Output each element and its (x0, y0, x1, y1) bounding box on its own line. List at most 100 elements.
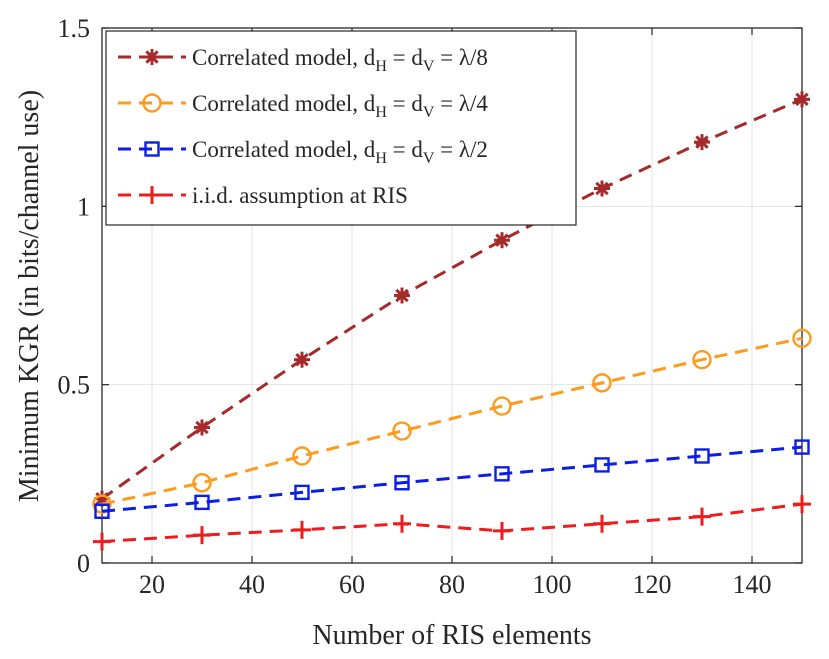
legend-label: Correlated model, dH = dV = λ/8 (192, 45, 488, 75)
plus-marker (693, 507, 711, 526)
data-point (192, 473, 212, 493)
data-point (493, 521, 511, 540)
series-1 (94, 91, 810, 507)
y-axis-ticks: 0 0.5 1 1.5 (58, 14, 802, 578)
plus-marker (193, 526, 211, 545)
asterisk-stroke (145, 50, 159, 64)
data-point (793, 495, 811, 514)
legend-label: Correlated model, dH = dV = λ/2 (192, 137, 488, 167)
series-line (101, 502, 803, 544)
y-tick-label: 0 (77, 549, 90, 578)
circle-marker (492, 396, 512, 416)
series-line (101, 97, 803, 501)
data-point (194, 419, 210, 436)
data-point (394, 475, 410, 491)
data-point (794, 91, 810, 108)
x-tick-label: 60 (339, 570, 365, 599)
data-point (193, 526, 211, 545)
legend-entry: i.i.d. assumption at RIS (118, 183, 408, 208)
x-tick-label: 140 (733, 570, 772, 599)
data-point (494, 232, 510, 249)
asterisk-stroke (795, 92, 809, 107)
data-point (492, 396, 512, 416)
asterisk-stroke (395, 288, 409, 303)
square-marker (94, 503, 110, 519)
square-marker (494, 466, 510, 482)
y-tick-label: 1 (77, 192, 90, 221)
circle-marker (142, 93, 162, 113)
square-marker (594, 457, 610, 473)
asterisk-stroke (95, 492, 109, 506)
x-axis-label: Number of RIS elements (312, 620, 591, 651)
data-point (594, 180, 610, 197)
asterisk-marker (394, 287, 410, 304)
circle-marker (92, 494, 112, 514)
x-tick-label: 80 (439, 570, 465, 599)
asterisk-marker (294, 351, 310, 368)
square-marker (394, 475, 410, 491)
data-point (792, 328, 812, 348)
series-3 (94, 439, 810, 519)
legend-label: Correlated model, dH = dV = λ/4 (192, 91, 488, 121)
x-tick-label: 40 (239, 570, 265, 599)
square-marker (144, 141, 160, 157)
square-marker (794, 439, 810, 455)
x-tick-label: 120 (633, 570, 672, 599)
data-point (392, 421, 412, 441)
asterisk-stroke (195, 420, 209, 435)
data-point (693, 507, 711, 526)
asterisk-stroke (595, 181, 609, 196)
data-point (93, 532, 111, 551)
circle-marker (192, 473, 212, 493)
asterisk-marker (694, 134, 710, 151)
data-point (592, 373, 612, 393)
asterisk-marker (494, 232, 510, 249)
asterisk-stroke (495, 233, 509, 247)
data-point (393, 514, 411, 533)
data-point (394, 287, 410, 304)
square-marker (694, 448, 710, 464)
square-marker (194, 494, 210, 511)
series-2 (92, 328, 812, 514)
data-point (194, 494, 210, 511)
data-point (694, 448, 710, 464)
circle-marker (592, 373, 612, 393)
circle-marker (392, 421, 412, 441)
circle-marker (292, 446, 312, 466)
legend-box (105, 30, 577, 226)
x-tick-label: 20 (139, 570, 165, 599)
legend-entry: Correlated model, dH = dV = λ/2 (118, 137, 488, 167)
data-point (494, 466, 510, 482)
series-4 (93, 495, 811, 551)
plus-marker (93, 532, 111, 551)
data-point (292, 446, 312, 466)
legend-entry: Correlated model, dH = dV = λ/4 (118, 91, 488, 121)
asterisk-marker (144, 49, 160, 65)
data-point (293, 520, 311, 539)
asterisk-stroke (295, 352, 309, 367)
data-point (694, 134, 710, 151)
circle-marker (692, 350, 712, 370)
plus-marker (293, 520, 311, 539)
asterisk-marker (794, 91, 810, 108)
asterisk-marker (194, 419, 210, 436)
data-point (294, 351, 310, 368)
plus-marker (143, 186, 161, 204)
series-layer (92, 91, 812, 551)
data-point (794, 439, 810, 455)
legend-entry: Correlated model, dH = dV = λ/8 (118, 45, 488, 75)
square-marker (294, 484, 310, 501)
data-point (594, 457, 610, 473)
asterisk-stroke (695, 135, 709, 149)
plus-marker (493, 521, 511, 540)
y-axis-label: Minimum KGR (in bits/channel use) (14, 90, 45, 502)
y-tick-label: 1.5 (58, 14, 91, 43)
circle-marker (792, 328, 812, 348)
asterisk-marker (594, 180, 610, 197)
data-point (94, 503, 110, 519)
x-axis-ticks: 20 40 60 80 100 120 140 (139, 28, 772, 599)
legend-label: i.i.d. assumption at RIS (192, 183, 408, 208)
series-line (101, 445, 803, 513)
data-point (92, 494, 112, 514)
